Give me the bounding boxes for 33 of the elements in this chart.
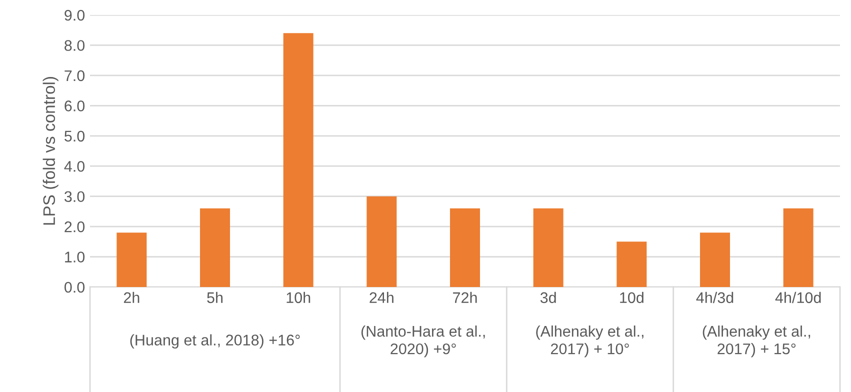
y-tick-label: 4.0 xyxy=(64,160,85,172)
bar xyxy=(283,33,314,287)
y-tick-label: 1.0 xyxy=(65,252,85,262)
text: (Alhenaky et al., 2017) + 10° xyxy=(536,326,644,358)
text: (Nanto-Hara et al., 2020) +9° xyxy=(361,326,485,358)
bar xyxy=(700,232,730,287)
bar xyxy=(616,242,647,287)
y-tick-label: 6.0 xyxy=(64,100,85,112)
bar xyxy=(116,232,147,287)
x-tick-label: 5h xyxy=(207,292,223,304)
y-tick-label: 7.0 xyxy=(64,70,85,82)
bar xyxy=(533,208,564,287)
x-tick-label: 3d xyxy=(540,292,556,304)
bar xyxy=(366,196,397,287)
y-tick-label: 9.0 xyxy=(64,10,85,21)
y-tick-label: 3.0 xyxy=(64,191,85,202)
x-tick-label: 4h/10d xyxy=(775,292,821,304)
y-tick-label: 8.0 xyxy=(64,40,85,51)
bar xyxy=(783,208,814,287)
x-tick-label: 10h xyxy=(286,292,310,304)
bar xyxy=(200,208,230,287)
x-tick-label: 2h xyxy=(124,292,140,303)
x-tick-label: 72h xyxy=(453,292,477,303)
bar xyxy=(450,208,480,287)
y-tick-label: 2.0 xyxy=(64,221,85,232)
text: (Alhenaky et al., 2017) + 15° xyxy=(702,326,810,358)
x-tick-label: 24h xyxy=(370,292,394,303)
y-tick-label: 0.0 xyxy=(64,282,85,293)
y-tick-label: 5.0 xyxy=(64,130,85,142)
text: (Huang et al., 2018) +16° xyxy=(130,334,300,349)
x-tick-label: 4h/3d xyxy=(696,292,734,304)
x-tick-label: 10d xyxy=(620,292,644,304)
y-axis-title: LPS (fold vs control) xyxy=(42,77,58,225)
